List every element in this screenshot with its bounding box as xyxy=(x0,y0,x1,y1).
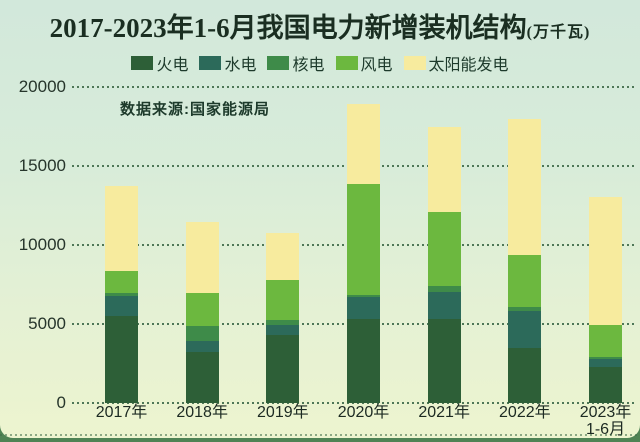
segment-2022年-核电 xyxy=(508,307,542,311)
x-tick-label: 2023年 xyxy=(579,404,632,421)
x-tick-2018年: 2018年 xyxy=(160,404,244,421)
y-tick-5000: 5000 xyxy=(28,314,66,333)
segment-2021年-风电 xyxy=(427,211,461,286)
legend-item-火电: 火电 xyxy=(131,51,188,75)
bar-2021年 xyxy=(427,126,461,403)
segment-2020年-风电 xyxy=(347,183,380,295)
legend-item-水电: 水电 xyxy=(199,51,256,75)
x-tick-sublabel: 1-6月 xyxy=(585,421,626,438)
segment-2017年-风电 xyxy=(105,271,138,293)
segment-2017年-火电 xyxy=(105,315,138,403)
x-tick-label: 2018年 xyxy=(176,404,228,421)
segment-2017年-太阳能发电 xyxy=(105,186,138,272)
bar-2023年 xyxy=(589,197,623,403)
bar-2017年 xyxy=(105,186,138,403)
legend-label: 风电 xyxy=(360,57,393,74)
segment-2017年-水电 xyxy=(105,296,138,316)
y-axis-labels: 0 5000 10000 15000 20000 xyxy=(0,77,66,412)
segment-2018年-水电 xyxy=(185,340,219,353)
segment-2019年-风电 xyxy=(266,279,300,320)
bar-2019年 xyxy=(266,233,300,403)
segment-2022年-太阳能发电 xyxy=(508,119,542,255)
source-note: 数据来源:国家能源局 xyxy=(120,101,270,118)
legend-item-太阳能发电: 太阳能发电 xyxy=(403,51,509,75)
legend: 火电 水电 核电 风电 太阳能发电 xyxy=(0,51,640,75)
legend-label: 火电 xyxy=(156,57,189,74)
x-tick-2022年: 2022年 xyxy=(483,404,567,421)
segment-2023年-风电 xyxy=(589,325,623,357)
segment-2023年-太阳能发电 xyxy=(589,197,623,326)
segment-2018年-风电 xyxy=(185,293,219,326)
legend-label: 水电 xyxy=(224,57,257,74)
title-text: 2017-2023年1-6月我国电力新增装机结构 xyxy=(49,13,527,43)
segment-2019年-水电 xyxy=(266,324,300,335)
legend-swatch-icon xyxy=(403,56,426,70)
segment-2022年-风电 xyxy=(508,254,542,308)
legend-label: 核电 xyxy=(292,57,325,74)
x-tick-label: 2022年 xyxy=(499,404,551,421)
stacked-bar-chart xyxy=(72,86,634,404)
segment-2020年-核电 xyxy=(347,294,380,297)
segment-2020年-火电 xyxy=(347,318,380,403)
legend-item-风电: 风电 xyxy=(335,51,393,75)
legend-swatch-icon xyxy=(267,56,290,70)
y-tick-0: 0 xyxy=(56,393,66,412)
segment-2017年-核电 xyxy=(105,292,138,297)
x-tick-2021年: 2021年 xyxy=(402,404,486,421)
segment-2022年-水电 xyxy=(508,310,542,349)
y-tick-10000: 10000 xyxy=(18,235,66,254)
segment-2020年-太阳能发电 xyxy=(347,104,380,184)
segment-2021年-太阳能发电 xyxy=(427,126,461,212)
y-tick-20000: 20000 xyxy=(18,77,66,96)
gridline-0 xyxy=(72,402,634,404)
segment-2018年-火电 xyxy=(185,352,219,403)
x-tick-2019年: 2019年 xyxy=(241,404,325,421)
bar-2020年 xyxy=(347,104,380,403)
legend-swatch-icon xyxy=(335,56,358,70)
x-tick-label: 2019年 xyxy=(257,404,309,421)
segment-2018年-太阳能发电 xyxy=(185,222,219,294)
title-unit: (万千瓦) xyxy=(526,24,591,41)
x-tick-label: 2020年 xyxy=(337,404,390,421)
segment-2019年-核电 xyxy=(266,319,300,325)
legend-label: 太阳能发电 xyxy=(428,57,509,74)
legend-swatch-icon xyxy=(131,56,154,70)
x-tick-label: 2017年 xyxy=(95,404,148,421)
gridline-20000 xyxy=(72,86,634,88)
x-tick-2020年: 2020年 xyxy=(322,404,406,421)
page-title: 2017-2023年1-6月我国电力新增装机结构(万千瓦) xyxy=(0,6,640,45)
bottom-dotted-line xyxy=(0,434,640,436)
legend-swatch-icon xyxy=(199,56,222,70)
segment-2021年-水电 xyxy=(427,291,461,320)
x-tick-2023年: 2023年 1-6月 xyxy=(564,404,640,438)
segment-2019年-火电 xyxy=(266,334,300,403)
segment-2018年-核电 xyxy=(185,325,219,341)
segment-2020年-水电 xyxy=(347,296,380,319)
x-tick-2017年: 2017年 xyxy=(80,404,164,421)
segment-2022年-火电 xyxy=(508,348,542,403)
segment-2023年-水电 xyxy=(589,358,623,368)
bar-2022年 xyxy=(508,119,542,403)
segment-2019年-太阳能发电 xyxy=(266,233,300,280)
y-tick-15000: 15000 xyxy=(18,156,66,175)
bar-2018年 xyxy=(185,222,219,403)
legend-item-核电: 核电 xyxy=(267,51,325,75)
segment-2021年-核电 xyxy=(427,285,461,292)
segment-2023年-核电 xyxy=(589,356,623,359)
segment-2023年-火电 xyxy=(589,367,623,403)
segment-2021年-火电 xyxy=(427,319,461,403)
x-tick-label: 2021年 xyxy=(418,404,470,421)
